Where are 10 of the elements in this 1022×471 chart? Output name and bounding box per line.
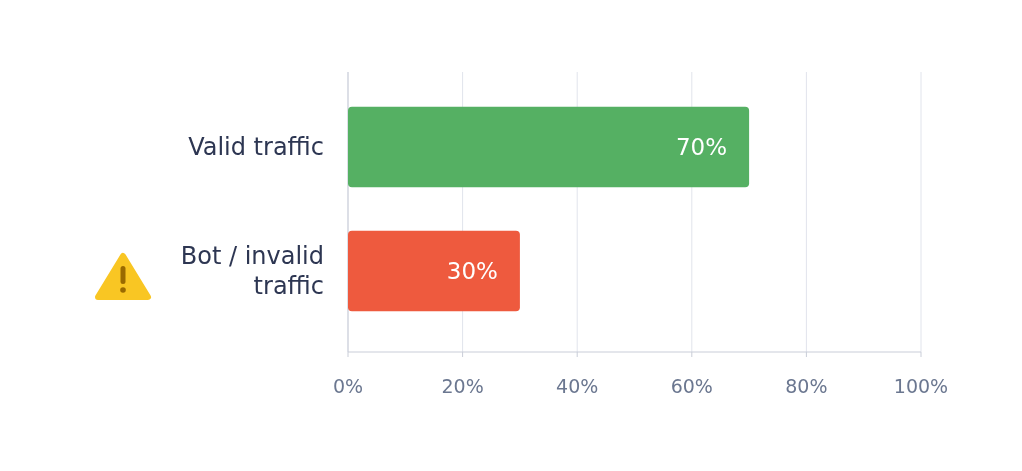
y-tick-label: Valid traffic xyxy=(188,133,324,162)
x-tick-label: 60% xyxy=(670,374,713,397)
data-label: 70% xyxy=(675,134,728,161)
x-tick-label: 40% xyxy=(556,374,599,397)
x-tick-label: 100% xyxy=(893,374,949,397)
x-tick-label: 0% xyxy=(332,374,364,397)
x-tick-label: 20% xyxy=(441,374,484,397)
y-tick-label: Bot / invalid traffic xyxy=(180,242,324,301)
data-label: 30% xyxy=(446,258,498,285)
x-tick-label: 80% xyxy=(785,374,828,397)
